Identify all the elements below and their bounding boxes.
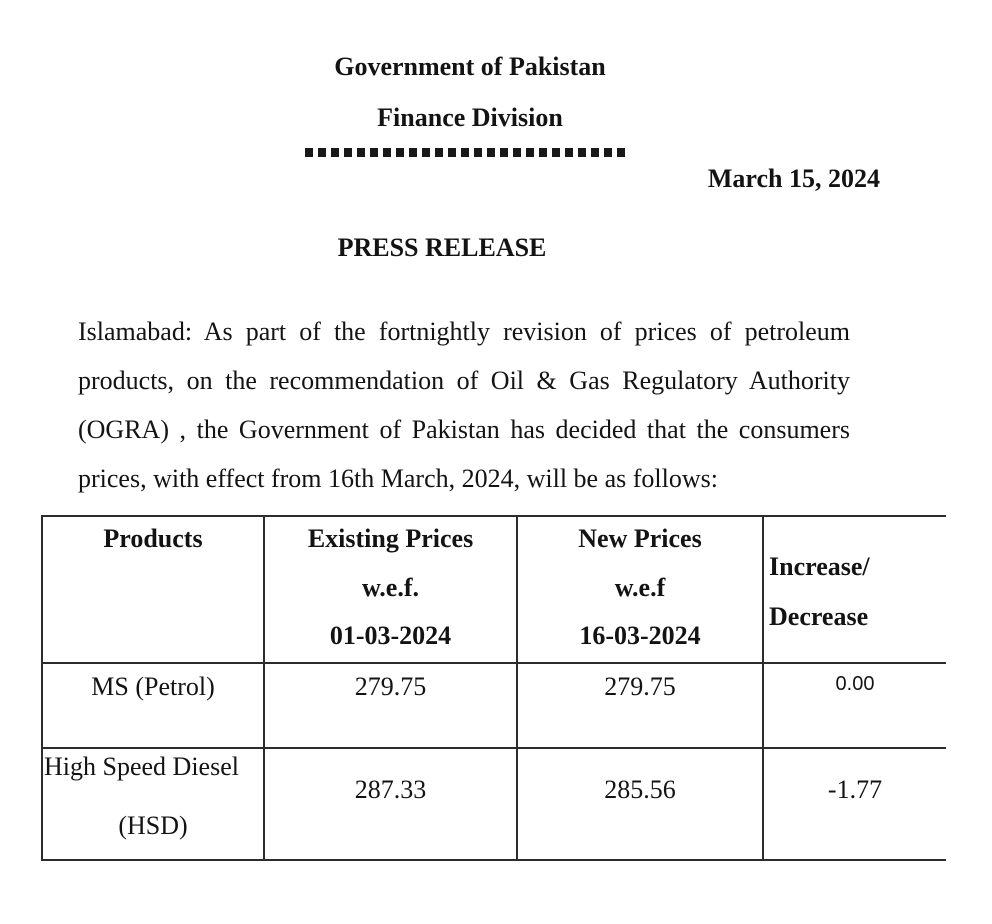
new-prices-label: New Prices: [578, 524, 702, 553]
document-header: Government of Pakistan Finance Division: [0, 52, 940, 133]
existing-prices-date: 01-03-2024: [329, 621, 452, 650]
col-header-new-prices: New Prices w.e.f 16-03-2024: [518, 517, 762, 662]
government-title: Government of Pakistan: [334, 52, 606, 81]
new-prices-wef: w.e.f: [614, 572, 666, 602]
prices-table: Products Existing Prices w.e.f. 01-03-20…: [41, 515, 946, 861]
new-prices-date: 16-03-2024: [579, 621, 701, 650]
existing-prices-label: Existing Prices: [307, 524, 474, 553]
table-row-petrol-change: 0.00: [764, 664, 946, 747]
table-row-petrol-product: MS (Petrol): [43, 664, 263, 747]
increase-label: Increase/: [769, 552, 870, 581]
col-header-products: Products: [43, 517, 263, 662]
release-date: March 15, 2024: [707, 164, 880, 193]
division-title: Finance Division: [377, 103, 563, 132]
decrease-label: Decrease: [769, 602, 869, 631]
table-row-petrol-existing: 279.75: [265, 664, 516, 747]
existing-prices-wef: w.e.f.: [361, 572, 420, 602]
col-header-existing-prices: Existing Prices w.e.f. 01-03-2024: [265, 517, 516, 662]
hsd-product-line1: High Speed Diesel: [44, 752, 239, 781]
table-row-hsd-product: High Speed Diesel (HSD): [43, 749, 263, 859]
table-row-hsd-change: -1.77: [764, 749, 946, 859]
table-row-hsd-existing: 287.33: [265, 749, 516, 859]
body-paragraph: Islamabad: As part of the fortnightly re…: [78, 317, 850, 493]
table-row-hsd-new: 285.56: [518, 749, 762, 859]
table-row-petrol-new: 279.75: [518, 664, 762, 747]
hsd-product-line2: (HSD): [118, 811, 188, 840]
dotted-divider: [305, 148, 629, 157]
col-header-increase-decrease: Increase/ Decrease: [764, 517, 946, 662]
press-release-heading: PRESS RELEASE: [337, 233, 547, 262]
